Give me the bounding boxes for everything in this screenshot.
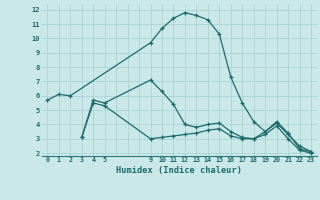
- X-axis label: Humidex (Indice chaleur): Humidex (Indice chaleur): [116, 166, 242, 175]
